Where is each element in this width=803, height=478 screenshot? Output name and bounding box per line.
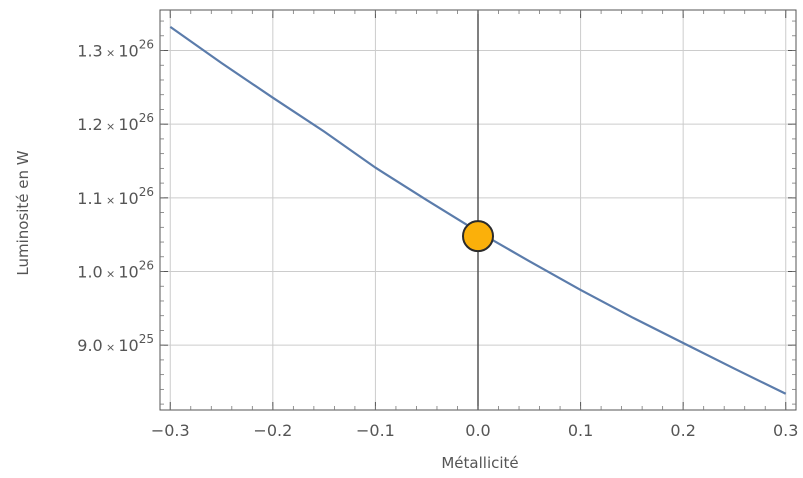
x-tick-label: 0.0 [465, 421, 490, 440]
y-tick-label: 9.0 × 1025 [77, 332, 154, 355]
y-tick-base: 10 [118, 263, 138, 282]
y-tick-base: 10 [118, 42, 138, 61]
tick-marks [160, 10, 796, 410]
x-tick-label: −0.3 [151, 421, 190, 440]
x-tick-label: 0.3 [773, 421, 798, 440]
y-tick-label: 1.1 × 1026 [77, 185, 154, 208]
x-tick-label: −0.2 [253, 421, 292, 440]
y-tick-exponent: 26 [139, 38, 154, 52]
highlight-point [462, 220, 494, 253]
y-tick-base: 10 [118, 115, 138, 134]
x-tick-labels: −0.3 −0.2 −0.1 0.0 0.1 0.2 0.3 [151, 421, 799, 440]
y-tick-label-text: 9.0 × 1025 [77, 332, 154, 355]
y-tick-times: × [106, 268, 115, 281]
y-tick-mantissa: 1.0 [77, 263, 102, 282]
y-tick-label: 1.0 × 1026 [77, 259, 154, 282]
y-tick-exponent: 25 [139, 332, 154, 346]
y-tick-label-text: 1.2 × 1026 [77, 111, 154, 134]
y-tick-mantissa: 9.0 [77, 336, 102, 355]
y-axis-title: Luminosité en W [14, 150, 32, 275]
y-tick-times: × [106, 194, 115, 207]
y-tick-base: 10 [118, 336, 138, 355]
y-tick-exponent: 26 [139, 111, 154, 125]
y-tick-mantissa: 1.1 [77, 189, 102, 208]
y-tick-label-text: 1.3 × 1026 [77, 38, 154, 61]
y-tick-label-text: 1.0 × 1026 [77, 259, 154, 282]
x-tick-label: −0.1 [356, 421, 395, 440]
x-tick-label: 0.1 [568, 421, 593, 440]
y-tick-label: 1.2 × 1026 [77, 111, 154, 134]
y-tick-exponent: 26 [139, 185, 154, 199]
y-tick-label: 1.3 × 1026 [77, 38, 154, 61]
y-tick-times: × [106, 341, 115, 354]
y-tick-times: × [106, 120, 115, 133]
y-tick-label-text: 1.1 × 1026 [77, 185, 154, 208]
x-axis-title: Métallicité [441, 454, 518, 472]
y-tick-times: × [106, 47, 115, 60]
x-tick-label: 0.2 [670, 421, 695, 440]
y-tick-exponent: 26 [139, 259, 154, 273]
y-tick-mantissa: 1.3 [77, 42, 102, 61]
y-tick-base: 10 [118, 189, 138, 208]
y-tick-mantissa: 1.2 [77, 115, 102, 134]
